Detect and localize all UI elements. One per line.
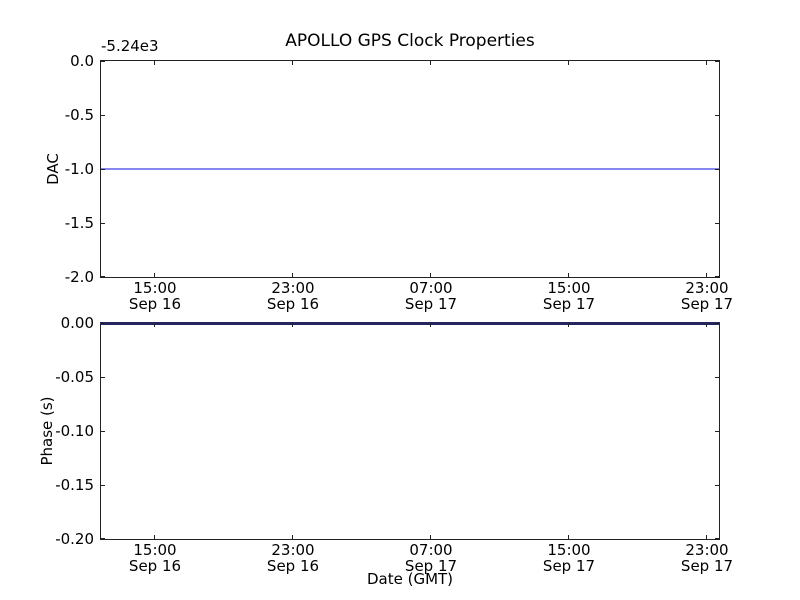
x-tick-label: 15:00 Sep 17 xyxy=(524,541,614,575)
y-tick-mark xyxy=(715,61,719,62)
y-axis-offset-label: -5.24e3 xyxy=(101,37,159,55)
y-tick-mark xyxy=(101,377,105,378)
x-tick-mark xyxy=(430,323,431,327)
y-tick-mark xyxy=(715,169,719,170)
y-tick-label: -0.15 xyxy=(55,476,94,494)
x-tick-mark xyxy=(430,61,431,65)
x-tick-time: 07:00 xyxy=(409,541,453,559)
y-tick-label: -0.5 xyxy=(64,106,94,124)
y-tick-mark xyxy=(715,223,719,224)
y-tick-mark xyxy=(101,431,105,432)
x-tick-label: 15:00 Sep 17 xyxy=(524,279,614,313)
x-tick-date: Sep 16 xyxy=(266,294,320,313)
x-tick-mark xyxy=(706,273,707,277)
dac-series-line xyxy=(101,168,719,170)
y-tick-mark xyxy=(101,115,105,116)
x-tick-label: 23:00 Sep 17 xyxy=(662,541,752,575)
dac-plot-axes: 15:00 Sep 16 23:00 Sep 16 07:00 Sep 17 15:00 Se… xyxy=(65,52,733,311)
y-tick-label: -0.10 xyxy=(55,422,94,440)
x-tick-mark xyxy=(430,535,431,539)
chart-title: APOLLO GPS Clock Properties xyxy=(285,31,535,51)
x-tick-time: 23:00 xyxy=(271,279,315,297)
x-tick-date: Sep 17 xyxy=(542,294,596,313)
x-axis-label: Date (GMT) xyxy=(366,570,454,588)
x-tick-date: Sep 17 xyxy=(680,556,734,575)
x-tick-mark xyxy=(292,273,293,277)
x-tick-date: Sep 17 xyxy=(680,294,734,313)
x-tick-label: 23:00 Sep 17 xyxy=(662,279,752,313)
y-tick-mark xyxy=(101,323,105,324)
x-tick-time: 15:00 xyxy=(547,541,591,559)
x-tick-date: Sep 16 xyxy=(128,294,182,313)
x-tick-mark xyxy=(292,323,293,327)
x-tick-date: Sep 17 xyxy=(404,294,458,313)
x-tick-time: 15:00 xyxy=(133,541,177,559)
x-tick-mark xyxy=(706,535,707,539)
x-tick-mark xyxy=(706,61,707,65)
y-tick-mark xyxy=(101,485,105,486)
x-tick-label: 23:00 Sep 16 xyxy=(248,279,338,313)
y-tick-label: -2.0 xyxy=(64,268,94,286)
phase-series-line xyxy=(100,322,720,325)
x-tick-time: 15:00 xyxy=(547,279,591,297)
x-tick-label: 15:00 Sep 16 xyxy=(110,541,200,575)
x-tick-label: 23:00 Sep 16 xyxy=(248,541,338,575)
x-tick-mark xyxy=(154,61,155,65)
x-tick-mark xyxy=(154,535,155,539)
x-tick-mark xyxy=(568,61,569,65)
x-tick-time: 23:00 xyxy=(685,279,729,297)
y-tick-mark xyxy=(715,276,719,277)
y-tick-mark xyxy=(101,276,105,277)
x-tick-mark xyxy=(568,323,569,327)
x-tick-mark xyxy=(154,323,155,327)
y-tick-mark xyxy=(715,485,719,486)
y-tick-label: -1.5 xyxy=(64,214,94,232)
x-tick-label: 07:00 Sep 17 xyxy=(386,279,476,313)
y-tick-mark xyxy=(715,377,719,378)
x-tick-time: 23:00 xyxy=(271,541,315,559)
y-tick-mark xyxy=(715,323,719,324)
x-tick-mark xyxy=(154,273,155,277)
x-tick-mark xyxy=(292,61,293,65)
phase-plot-axes: 15:00 Sep 16 23:00 Sep 16 07:00 Sep 17 15:00 Se… xyxy=(55,314,733,573)
y-tick-label: -1.0 xyxy=(64,160,94,178)
x-tick-mark xyxy=(568,535,569,539)
x-tick-time: 23:00 xyxy=(685,541,729,559)
x-tick-mark xyxy=(292,535,293,539)
y-tick-mark xyxy=(101,61,105,62)
y-tick-mark xyxy=(715,431,719,432)
x-tick-label: 07:00 Sep 17 xyxy=(386,541,476,575)
y-tick-mark xyxy=(101,169,105,170)
x-tick-date: Sep 17 xyxy=(404,556,458,575)
x-tick-mark xyxy=(430,273,431,277)
x-tick-date: Sep 16 xyxy=(128,556,182,575)
x-tick-time: 15:00 xyxy=(133,279,177,297)
x-tick-date: Sep 16 xyxy=(266,556,320,575)
x-tick-mark xyxy=(706,323,707,327)
y-tick-mark xyxy=(101,223,105,224)
x-tick-time: 07:00 xyxy=(409,279,453,297)
y-tick-label: -0.05 xyxy=(55,368,94,386)
x-tick-label: 15:00 Sep 16 xyxy=(110,279,200,313)
y-tick-mark xyxy=(715,538,719,539)
y-tick-mark xyxy=(715,115,719,116)
x-tick-date: Sep 17 xyxy=(542,556,596,575)
x-tick-mark xyxy=(568,273,569,277)
y-tick-label: -0.20 xyxy=(55,530,94,548)
y-tick-mark xyxy=(101,538,105,539)
y-tick-label: 0.00 xyxy=(60,314,94,332)
y-tick-label: 0.0 xyxy=(70,52,94,70)
